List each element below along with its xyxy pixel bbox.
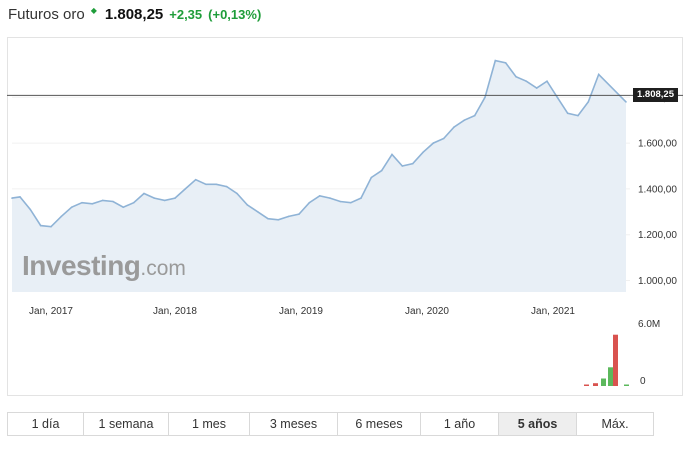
price-point-2018-07	[236, 192, 238, 195]
range-tab[interactable]: 1 semana	[84, 413, 169, 435]
instrument-name: Futuros oro	[8, 6, 85, 23]
price-point-2019-01	[298, 213, 300, 215]
price-point-2016-12	[39, 224, 42, 227]
price-point-2018-05	[215, 183, 218, 186]
range-tab[interactable]: 3 meses	[250, 413, 338, 435]
price-point-2017-07	[112, 200, 114, 203]
price-point-2018-06	[225, 185, 228, 188]
x-tick-label: Jan, 2019	[279, 306, 323, 317]
price-point-2020-01	[422, 151, 424, 154]
price-point-2020-03	[442, 137, 445, 140]
price-point-2018-12	[287, 215, 290, 218]
price-point-2017-05	[91, 203, 94, 205]
price-point-2017-08	[122, 206, 125, 208]
range-tab[interactable]: 6 meses	[338, 413, 421, 435]
price-point-2017-11	[153, 197, 156, 199]
price-point-2020-04	[453, 126, 455, 128]
price-point-2021-07	[625, 101, 627, 103]
price-point-2017-04	[81, 201, 83, 204]
price-point-2018-10	[267, 217, 269, 220]
y-tick-label: 1.400,00	[638, 184, 677, 195]
price-point-2019-02	[308, 201, 311, 204]
price-point-2019-04	[329, 197, 331, 199]
price-point-2018-01	[174, 197, 176, 199]
price-point-2020-09	[504, 62, 507, 64]
range-tab[interactable]: 1 mes	[169, 413, 250, 435]
price-point-2019-09	[380, 169, 383, 172]
price-point-2019-10	[391, 153, 393, 156]
volume-bar	[608, 367, 613, 386]
volume-bar	[624, 384, 629, 386]
investing-logo: Investing.com	[22, 250, 186, 281]
price-point-2019-05	[339, 200, 342, 203]
price-chart-panel[interactable]	[7, 37, 683, 396]
price-point-2020-08	[494, 59, 497, 62]
x-tick-label: Jan, 2021	[531, 306, 575, 317]
price-point-2018-02	[184, 188, 187, 190]
quote-header: Futuros oro ◆ 1.808,25 +2,35 (+0,13%)	[8, 6, 261, 28]
price-point-2019-03	[318, 195, 321, 197]
price-point-2020-05	[463, 119, 466, 121]
volume-bar	[601, 378, 606, 386]
price-point-2017-10	[143, 192, 145, 195]
price-change-percent: (+0,13%)	[208, 7, 262, 22]
range-tab[interactable]: 1 día	[8, 413, 84, 435]
price-point-2020-12	[535, 87, 538, 89]
price-point-2019-11	[401, 165, 404, 167]
price-point-2021-01	[546, 80, 548, 82]
price-point-2021-02	[556, 96, 559, 99]
price-point-2018-03	[194, 178, 197, 181]
price-point-2019-06	[349, 201, 352, 204]
market-open-dot-icon: ◆	[90, 6, 97, 15]
price-point-2019-08	[370, 176, 373, 179]
price-point-2021-06	[597, 73, 600, 76]
last-price-tag: 1.808,25	[633, 88, 678, 103]
price-point-2017-12	[163, 199, 166, 202]
y-tick-label: 1.600,00	[638, 139, 677, 150]
price-point-2017-09	[132, 201, 135, 204]
x-tick-label: Jan, 2018	[153, 306, 197, 317]
price-point-2019-12	[411, 162, 414, 165]
price-point-2018-08	[246, 204, 249, 206]
price-point-2017-02	[60, 215, 63, 218]
range-tab[interactable]: 1 año	[421, 413, 499, 435]
volume-max-label: 6.0M	[638, 319, 660, 330]
price-point-2017-06	[101, 199, 104, 202]
x-tick-label: Jan, 2017	[29, 306, 73, 317]
price-point-2017-01	[50, 225, 52, 228]
last-price: 1.808,25	[104, 6, 164, 23]
volume-bar	[593, 383, 598, 386]
y-tick-label: 1.200,00	[638, 230, 677, 241]
price-point-2016-11	[29, 208, 32, 211]
price-point-2019-07	[360, 197, 362, 199]
volume-bar	[613, 334, 618, 386]
price-change: +2,35	[169, 7, 203, 22]
price-point-2018-04	[205, 183, 207, 186]
price-point-2017-03	[70, 206, 73, 208]
price-point-2020-07	[484, 96, 486, 99]
price-point-2020-02	[432, 142, 435, 144]
price-point-2016-09	[11, 197, 13, 199]
price-point-2018-09	[256, 211, 259, 213]
price-point-2021-05	[587, 101, 590, 103]
y-tick-label: 1.000,00	[638, 276, 677, 287]
price-area	[12, 60, 626, 292]
time-range-tabs: 1 día 1 semana 1 mes 3 meses 6 meses 1 año 5 a…	[7, 412, 654, 436]
volume-zero-label: 0	[640, 376, 646, 387]
range-tab[interactable]: Máx.	[577, 413, 653, 435]
price-point-2018-11	[277, 219, 280, 221]
price-point-2021-03	[566, 112, 569, 115]
price-point-2016-10	[19, 196, 21, 198]
volume-bar	[584, 384, 589, 386]
price-point-2020-06	[473, 114, 476, 117]
price-point-2020-11	[525, 80, 528, 82]
price-point-2021-04	[577, 114, 579, 117]
range-tab[interactable]: 5 años	[499, 413, 577, 435]
price-point-2020-10	[515, 75, 517, 78]
x-tick-label: Jan, 2020	[405, 306, 449, 317]
